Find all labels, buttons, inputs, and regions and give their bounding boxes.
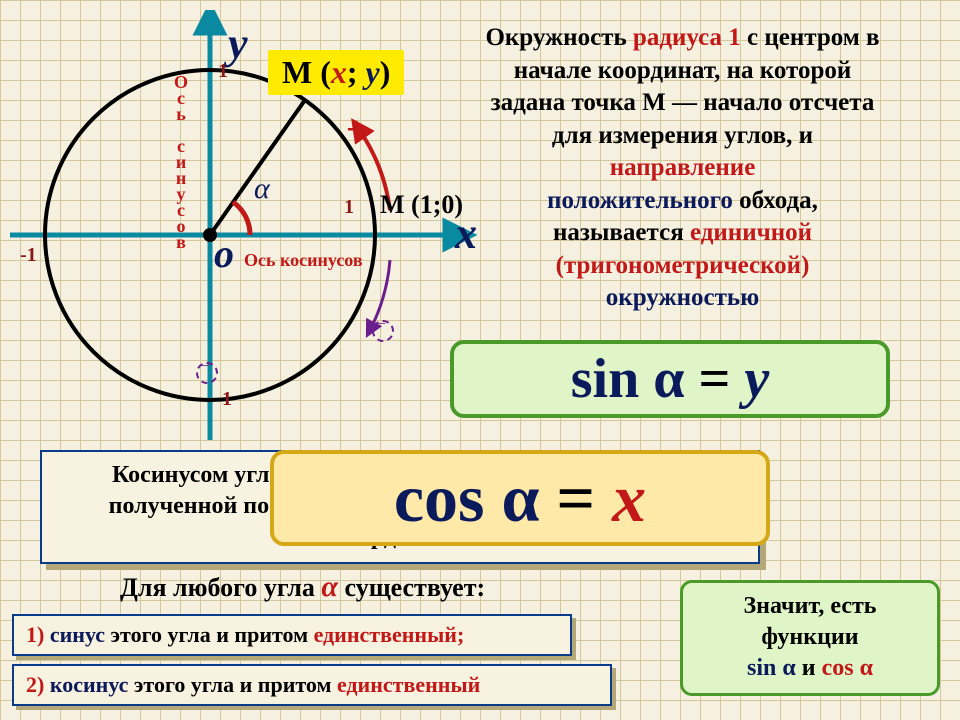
m-box-y: y [366, 54, 380, 90]
d3: задана точка М — начало отсчета [491, 89, 875, 116]
d7b: единичной [690, 219, 812, 246]
d9: окружностью [606, 284, 759, 311]
list-item-2: 2) косинус этого угла и притом единствен… [12, 664, 612, 706]
fba: и [796, 655, 822, 681]
neg-marker-1: − [372, 320, 394, 342]
d2: начале координат, на которой [514, 57, 852, 84]
list-item-1: 1) синус этого угла и притом единственны… [12, 614, 572, 656]
l2n: 2) [26, 672, 50, 697]
l1a: синус [50, 622, 105, 647]
sin-axis-label: Ось синусов [172, 72, 190, 248]
d8: (тригонометрической) [556, 252, 810, 279]
m-box-close: ) [380, 54, 391, 90]
l2a: косинус [50, 672, 129, 697]
point-m-box: M (x; y) [268, 50, 404, 95]
y-axis-label: y [228, 18, 248, 69]
d1b: радиуса 1 [633, 24, 747, 51]
exists-text: Для любого угла α существует: [120, 570, 485, 604]
ex-post: существует: [338, 573, 485, 602]
cos-axis-label: Ось косинусов [244, 250, 363, 271]
l2c: единственный [337, 672, 480, 697]
cos-formula-box: cos α = x [270, 450, 770, 546]
d5: направление [610, 154, 756, 181]
sin-eq: = [684, 348, 744, 410]
d1a: Окружность [485, 24, 632, 51]
cdl2: полученной по [109, 493, 269, 519]
sin-fn: sin α [571, 348, 685, 410]
plus-sign: + [346, 108, 367, 150]
functions-box: Значит, есть функции sin α и cos α [680, 580, 940, 696]
l1b: этого угла и притом [105, 622, 314, 647]
l1c: единственный; [314, 622, 465, 647]
tick-minus1-y: 1 [222, 388, 232, 411]
d1c: с центром в [747, 24, 880, 51]
sin-formula-box: sin α = y [450, 340, 890, 418]
tick-minus1-x: -1 [20, 244, 37, 267]
content-layer: y x о α 1 -1 1 1 Ось косинусов Ось синус… [0, 0, 960, 720]
fb2: функции [761, 624, 858, 650]
d4: для измерения углов, и [552, 122, 813, 149]
l2b: этого угла и притом [128, 672, 337, 697]
fbc: cos α [822, 655, 873, 681]
ex-pre: Для любого угла [120, 573, 321, 602]
alpha-arc [233, 202, 250, 235]
d6b: обхода, [733, 187, 818, 214]
m-box-x: x [331, 54, 347, 90]
m-box-sep: ; [347, 54, 366, 90]
cdl1: Косинусом угл [112, 462, 269, 488]
l1n: 1) [26, 622, 50, 647]
m-box-m: M ( [282, 54, 331, 90]
tick-plus1-x: 1 [344, 196, 354, 219]
description-text: Окружность радиуса 1 с центром в начале … [410, 22, 955, 315]
origin-label: о [214, 230, 234, 277]
sin-y: y [744, 348, 769, 410]
cos-x: x [612, 460, 646, 536]
ex-al: α [321, 570, 338, 603]
tick-plus1-y: 1 [218, 60, 228, 83]
radius-line [210, 100, 305, 235]
cos-fn: cos α [394, 460, 540, 536]
d6a: положительного [547, 187, 733, 214]
fb1: Значит, есть [744, 593, 877, 619]
cos-eq: = [539, 460, 612, 536]
alpha-label: α [254, 172, 270, 206]
neg-marker-2: − [196, 362, 218, 384]
fbs: sin α [747, 655, 796, 681]
d7a: называется [553, 219, 690, 246]
